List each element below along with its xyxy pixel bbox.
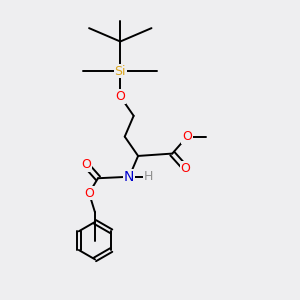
Text: H: H (144, 170, 153, 183)
Text: N: N (124, 170, 134, 184)
Text: O: O (182, 130, 192, 143)
Text: O: O (84, 187, 94, 200)
Text: O: O (181, 162, 190, 175)
Text: O: O (115, 90, 125, 103)
Text: O: O (81, 158, 91, 171)
Text: Si: Si (115, 65, 126, 78)
